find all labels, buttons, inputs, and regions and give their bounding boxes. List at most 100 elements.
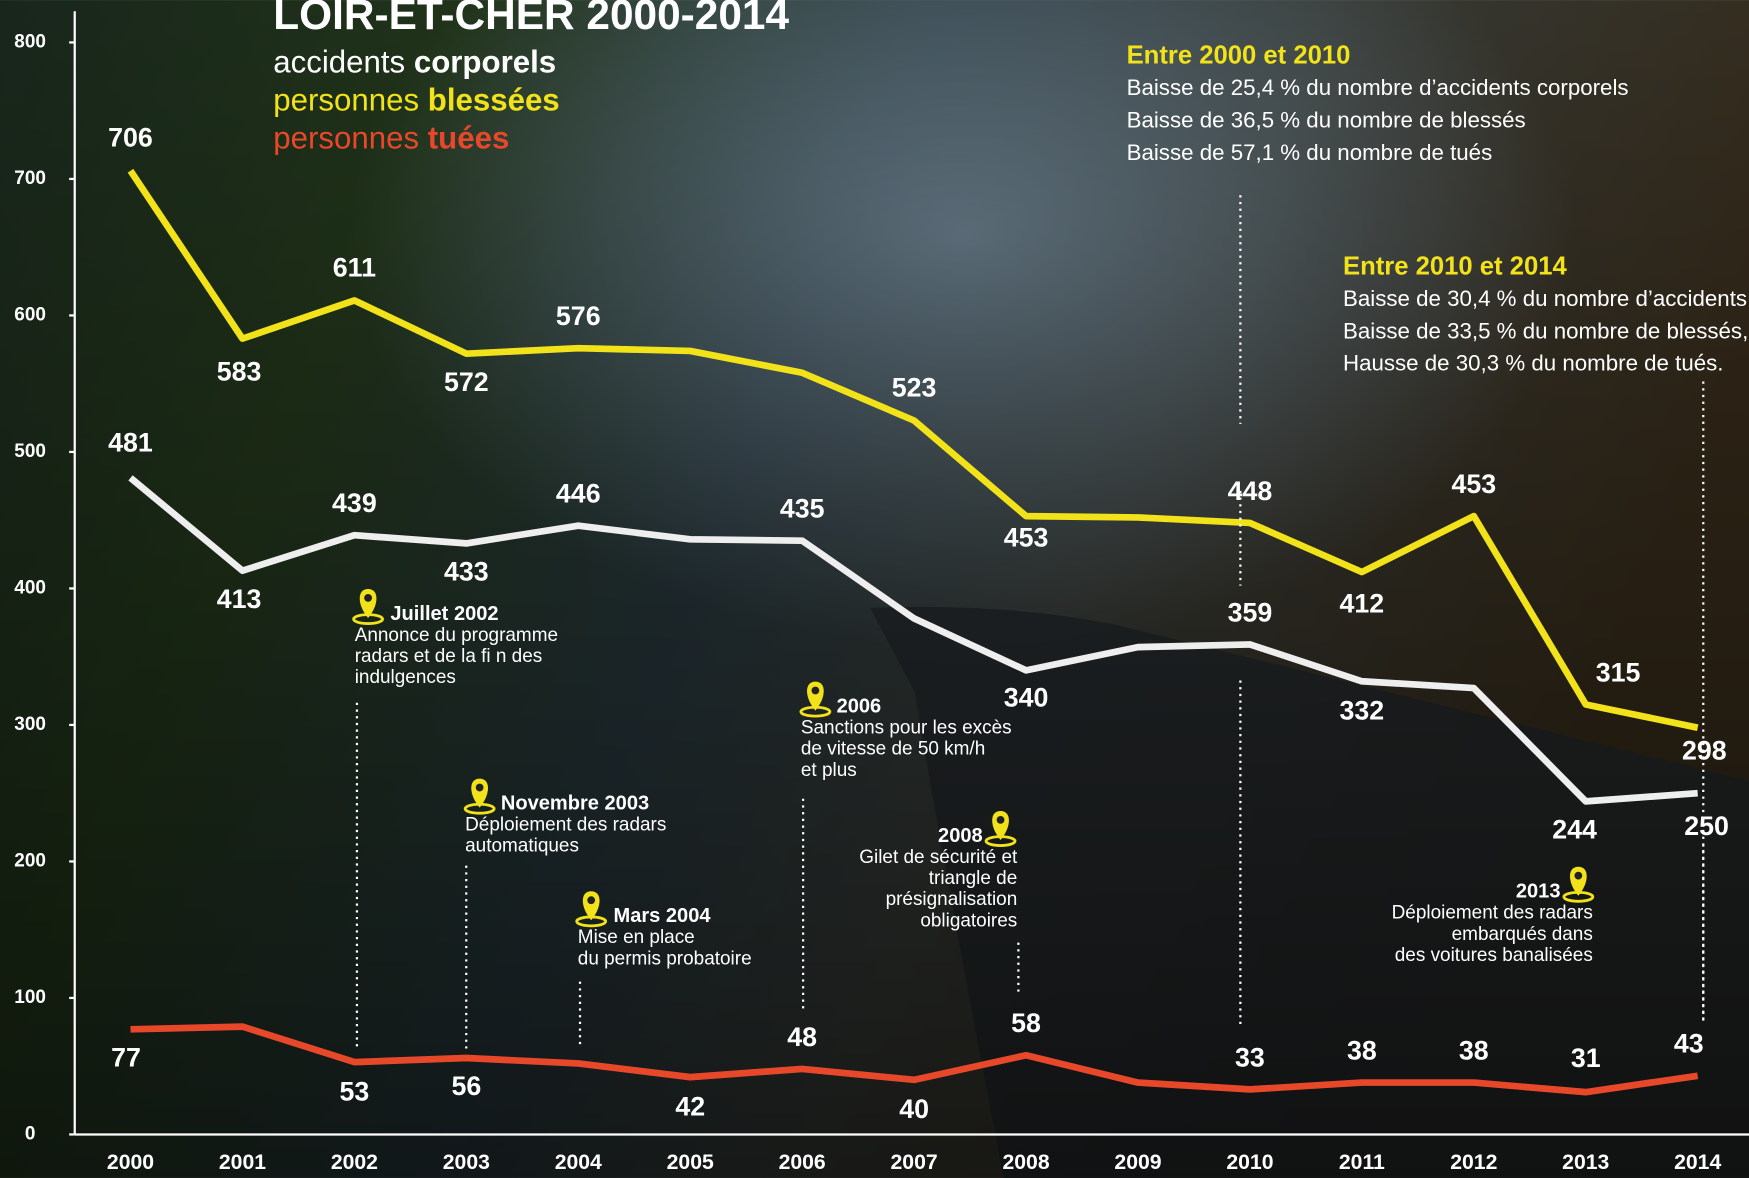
data-label: 523: [892, 372, 937, 402]
data-label: 611: [333, 252, 376, 282]
x-tick-label: 2011: [1339, 1151, 1385, 1174]
legend-entry: personnes blessées: [273, 83, 559, 118]
pin-icon: [471, 778, 489, 808]
x-tick-label: 2010: [1226, 1151, 1273, 1174]
data-label: 439: [332, 488, 377, 518]
data-label: 298: [1682, 735, 1727, 765]
note-text: Baisse de 57,1 % du nombre de tués: [1127, 140, 1493, 165]
x-tick-label: 2009: [1114, 1151, 1161, 1174]
data-label: 56: [451, 1071, 481, 1101]
y-tick-label: 700: [14, 168, 46, 189]
data-label: 53: [339, 1076, 369, 1106]
note-title: Entre 2000 et 2010: [1127, 42, 1351, 70]
data-label: 31: [1571, 1043, 1601, 1073]
data-label: 572: [444, 367, 489, 397]
note-title: Entre 2010 et 2014: [1343, 253, 1568, 281]
pin-dot: [587, 896, 596, 905]
x-tick-label: 2004: [555, 1151, 602, 1174]
data-label: 448: [1228, 476, 1273, 506]
note-text: Baisse de 33,5 % du nombre de blessés,: [1343, 318, 1748, 343]
x-tick-label: 2001: [219, 1151, 266, 1174]
legend-entry: personnes tuées: [273, 121, 509, 156]
y-tick-label: 600: [14, 304, 46, 325]
x-tick-label: 2005: [667, 1151, 714, 1174]
x-tick-label: 2006: [779, 1151, 826, 1174]
event-text: automatiques: [465, 836, 579, 857]
event-date: 2013: [1516, 881, 1561, 903]
event-text: Sanctions pour les excès: [801, 717, 1012, 738]
event-text: Mise en place: [578, 927, 695, 948]
series-line: [130, 1023, 1699, 1096]
y-tick-label: 800: [14, 31, 46, 52]
data-label: 38: [1459, 1036, 1489, 1066]
event-text: embarqués dans: [1452, 924, 1593, 945]
event-text: Déploiement des radars: [1392, 903, 1593, 924]
data-label: 40: [899, 1094, 929, 1124]
event-text: du permis probatoire: [578, 948, 752, 969]
data-label: 446: [556, 479, 601, 509]
y-tick-label: 200: [14, 850, 46, 871]
note-text: Baisse de 30,4 % du nombre d’accidents c…: [1343, 286, 1749, 311]
pin-base: [984, 835, 1017, 847]
pin-dot: [811, 686, 820, 695]
x-tick-label: 2014: [1674, 1151, 1721, 1174]
data-label: 244: [1552, 815, 1597, 845]
event-date: Juillet 2002: [390, 603, 498, 625]
event-text: Annonce du programme: [355, 625, 558, 646]
data-label: 453: [1451, 469, 1496, 499]
y-tick-label: 100: [14, 987, 46, 1008]
data-label: 33: [1235, 1042, 1265, 1072]
pin-base: [463, 802, 496, 815]
series-line: [127, 168, 1699, 731]
pin-dot: [364, 594, 372, 602]
pin-icon: [807, 681, 824, 711]
pin-base: [575, 915, 608, 928]
legend-entry: accidents corporels: [273, 45, 556, 80]
event-text: triangle de: [929, 868, 1018, 889]
event-text: obligatoires: [920, 910, 1017, 931]
pin-dot: [1574, 871, 1583, 880]
event-date: Mars 2004: [613, 905, 711, 927]
event-text: Gilet de sécurité et: [859, 847, 1018, 868]
data-label: 332: [1340, 696, 1385, 726]
data-label: 706: [108, 123, 153, 153]
event-text: des voitures banalisées: [1395, 945, 1593, 966]
y-tick-label: 0: [25, 1123, 36, 1144]
pin-dot: [996, 815, 1005, 824]
y-tick-label: 300: [14, 714, 46, 735]
x-tick-label: 2012: [1450, 1151, 1497, 1174]
data-label: 413: [217, 584, 262, 614]
data-label: 453: [1004, 523, 1049, 553]
data-label: 315: [1596, 657, 1641, 687]
data-label: 77: [111, 1043, 141, 1073]
x-tick-label: 2000: [107, 1151, 154, 1174]
pin-base: [799, 705, 832, 718]
series-line: [128, 475, 1698, 805]
data-label: 38: [1347, 1036, 1377, 1066]
pin-icon: [992, 810, 1009, 840]
data-label: 576: [556, 301, 601, 331]
pin-dot: [475, 783, 484, 792]
pin-base: [1562, 891, 1595, 903]
data-label: 359: [1228, 597, 1273, 627]
data-label: 433: [444, 557, 489, 587]
note-text: Baisse de 36,5 % du nombre de blessés: [1127, 108, 1526, 133]
event-text: et plus: [801, 760, 857, 781]
note-text: Baisse de 25,4 % du nombre d’accidents c…: [1127, 75, 1629, 100]
data-label: 435: [780, 494, 825, 524]
event-text: de vitesse de 50 km/h: [801, 739, 985, 760]
data-label: 42: [675, 1091, 705, 1121]
event-date: 2006: [837, 696, 882, 718]
x-tick-label: 2013: [1562, 1151, 1609, 1174]
data-label: 48: [787, 1022, 817, 1052]
data-label: 340: [1004, 682, 1049, 712]
y-tick-label: 500: [14, 441, 46, 462]
event-text: indulgences: [355, 667, 456, 688]
pin-icon: [582, 891, 600, 921]
data-label: 481: [108, 427, 153, 457]
data-label: 412: [1340, 589, 1385, 619]
data-label: 43: [1674, 1029, 1704, 1059]
data-label: 583: [217, 356, 262, 386]
y-tick-label: 400: [14, 577, 46, 598]
